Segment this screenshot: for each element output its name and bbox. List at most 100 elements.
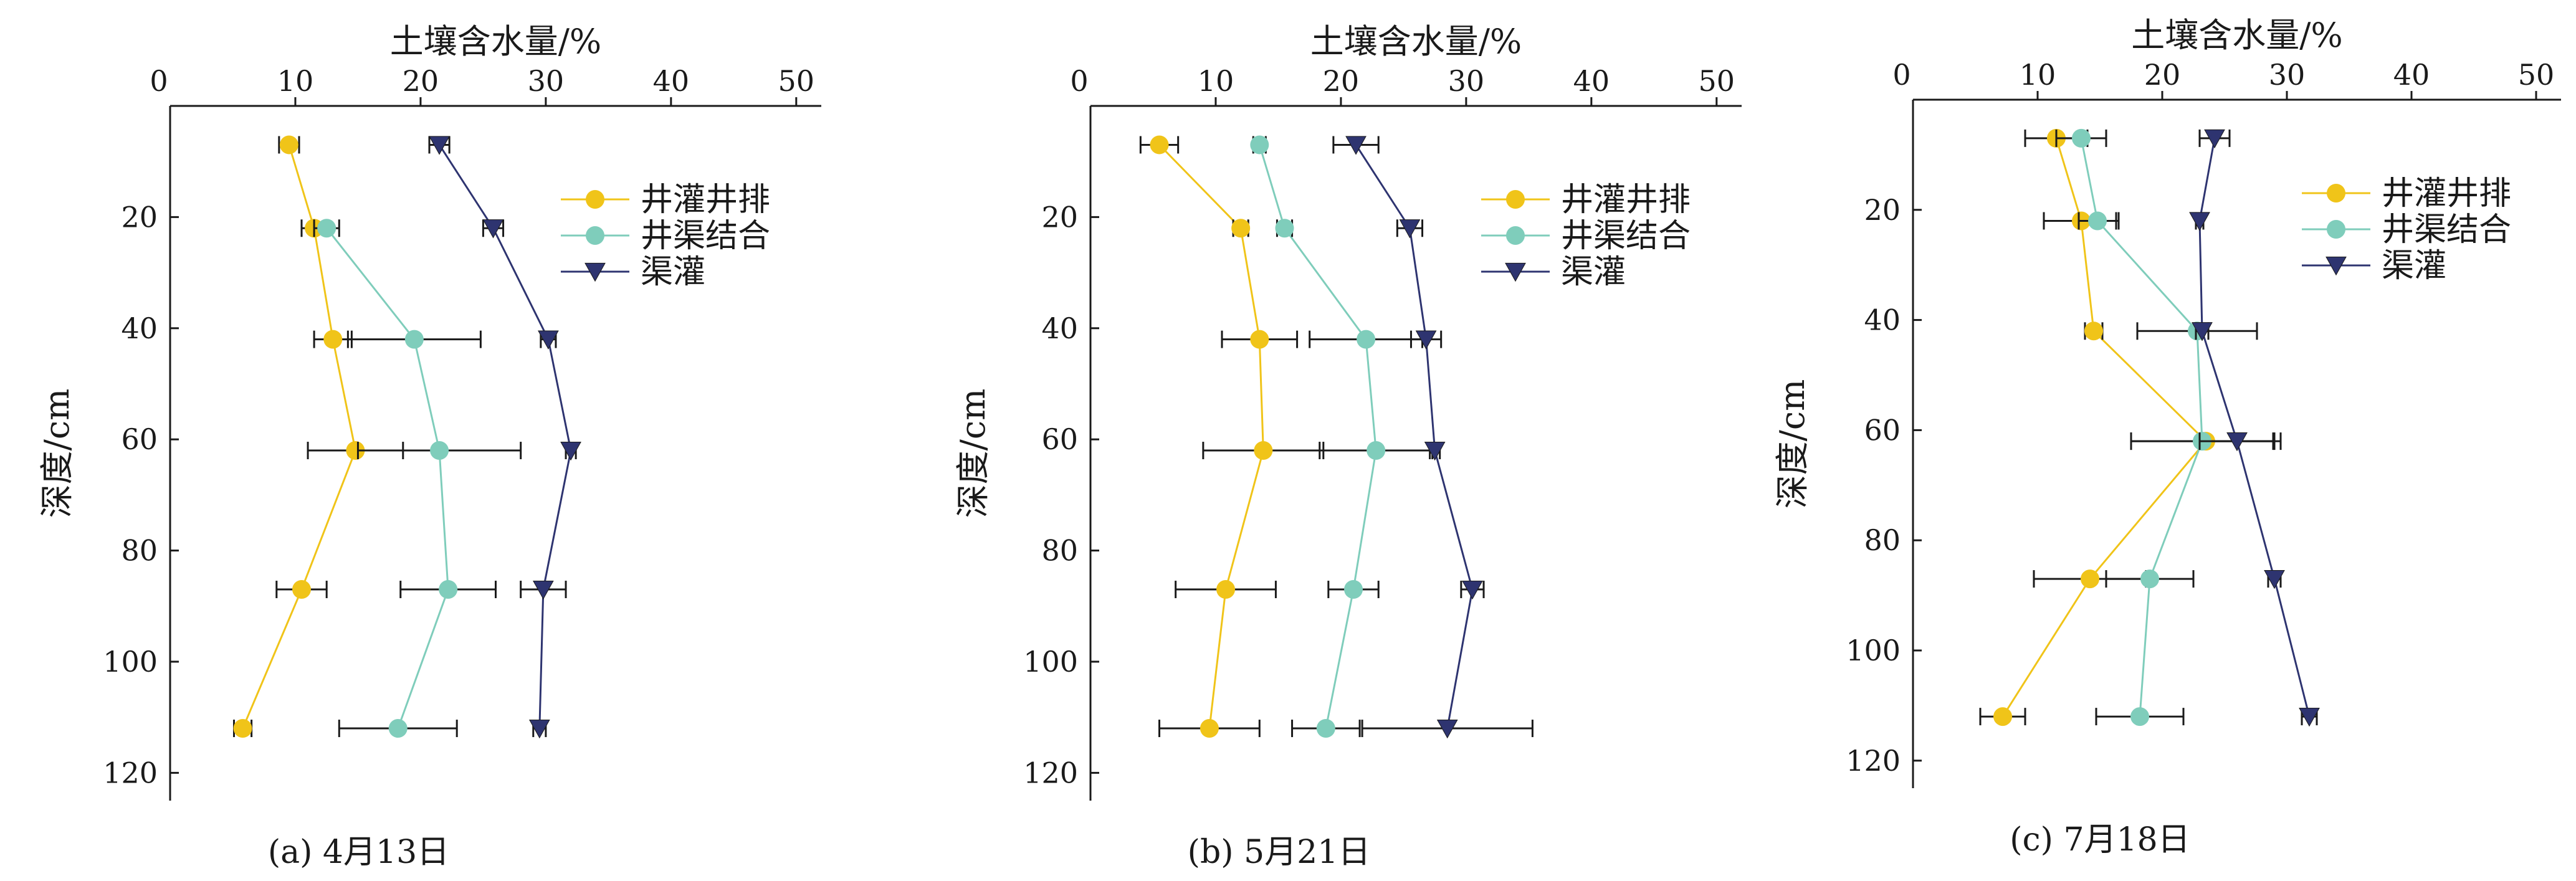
- x-tick-label: 0: [1070, 64, 1088, 98]
- y-tick-label: 100: [1023, 645, 1078, 679]
- data-point: [1345, 136, 1367, 155]
- legend-marker: [1505, 262, 1526, 282]
- x-tick-label: 20: [403, 64, 439, 98]
- legend-marker: [2326, 256, 2347, 276]
- x-tick-label: 50: [778, 64, 815, 98]
- x-tick-label: 40: [653, 64, 690, 98]
- data-point: [317, 219, 336, 238]
- data-point: [528, 719, 550, 739]
- data-point: [1367, 441, 1386, 460]
- x-tick-label: 20: [2144, 58, 2181, 92]
- legend-marker: [2327, 184, 2345, 202]
- y-tick-label: 40: [1864, 303, 1901, 337]
- legend-marker: [1506, 226, 1525, 245]
- data-point: [429, 136, 450, 155]
- series-line: [2198, 138, 2311, 717]
- data-point: [1150, 135, 1169, 155]
- legend-label: 渠灌: [641, 254, 705, 291]
- data-point: [1250, 330, 1269, 349]
- series-1: [2055, 128, 2274, 726]
- y-tick-label: 80: [121, 534, 158, 568]
- series-2: [2189, 129, 2320, 727]
- y-tick-label: 20: [121, 200, 158, 234]
- y-tick-label: 40: [1041, 312, 1078, 345]
- y-tick-label: 60: [121, 422, 158, 456]
- x-tick-label: 30: [2269, 58, 2306, 92]
- x-tick-label: 40: [2393, 58, 2430, 92]
- data-point: [2264, 569, 2285, 589]
- panel-b: 0 10 20 30 40 50 20 40 60 80 100 120 土壤含水量/% 深度/cm (b)…: [953, 22, 1742, 871]
- y-tick-label: 20: [1041, 200, 1078, 234]
- y-axis-title: 深度/cm: [1773, 379, 1812, 509]
- data-point: [1254, 441, 1273, 460]
- x-tick-label: 20: [1323, 64, 1360, 98]
- data-point: [2130, 707, 2149, 726]
- data-point: [1357, 330, 1376, 349]
- data-point: [2226, 432, 2248, 452]
- legend-label: 渠灌: [2382, 247, 2446, 285]
- panel-a: 0 10 20 30 40 50 20 40 60 80 100 120 土壤含水量/% 深度/cm (a)…: [37, 22, 821, 871]
- x-tick-label: 40: [1573, 64, 1610, 98]
- data-point: [1415, 330, 1437, 350]
- series-0: [1139, 135, 1325, 738]
- legend-marker: [584, 262, 606, 282]
- series-line: [2001, 138, 2208, 717]
- legend-label: 井渠结合: [2382, 211, 2511, 249]
- x-axis-title: 土壤含水量/%: [390, 22, 602, 61]
- y-tick-label: 60: [1041, 422, 1078, 456]
- data-point: [1275, 219, 1294, 238]
- data-point: [1231, 219, 1251, 238]
- data-point: [430, 441, 449, 460]
- x-tick-label: 10: [1198, 64, 1234, 98]
- series-2: [1332, 136, 1534, 739]
- x-axis-title: 土壤含水量/%: [2131, 16, 2343, 55]
- x-tick-label: 0: [150, 64, 168, 98]
- data-point: [560, 441, 581, 461]
- data-point: [404, 330, 424, 349]
- data-point: [2140, 569, 2159, 589]
- legend-label: 井灌井排: [1561, 181, 1691, 219]
- data-point: [2192, 322, 2213, 341]
- y-axis-title: 深度/cm: [953, 389, 993, 518]
- legend-label: 井灌井排: [2382, 175, 2511, 212]
- series-line: [242, 145, 356, 729]
- x-tick-label: 10: [277, 64, 314, 98]
- series-line: [438, 144, 572, 729]
- panel-caption: (c) 7月18日: [2010, 821, 2190, 859]
- data-point: [538, 330, 559, 350]
- y-tick-label: 120: [103, 756, 158, 789]
- y-tick-label: 120: [1023, 756, 1078, 789]
- legend-marker: [1506, 190, 1525, 209]
- data-point: [1200, 719, 1219, 738]
- series-0: [232, 135, 404, 738]
- data-point: [2299, 707, 2320, 727]
- y-tick-label: 20: [1864, 193, 1901, 227]
- data-point: [346, 441, 365, 460]
- series-0: [1979, 128, 2282, 726]
- data-point: [1399, 219, 1421, 239]
- y-tick-label: 100: [103, 645, 158, 679]
- legend-marker: [2327, 220, 2345, 239]
- legend-marker: [586, 226, 604, 245]
- y-axis-title: 深度/cm: [37, 389, 77, 518]
- x-tick-label: 30: [1448, 64, 1485, 98]
- data-point: [439, 580, 458, 599]
- data-point: [2072, 128, 2091, 148]
- x-tick-label: 50: [2518, 58, 2555, 92]
- data-point: [1993, 707, 2012, 726]
- data-point: [2204, 129, 2225, 149]
- data-point: [1316, 719, 1335, 738]
- data-point: [388, 719, 408, 738]
- x-tick-label: 50: [1699, 64, 1735, 98]
- data-point: [1424, 441, 1446, 461]
- data-point: [533, 580, 554, 600]
- series-line: [1158, 144, 1264, 729]
- y-tick-label: 120: [1846, 744, 1901, 778]
- data-point: [482, 219, 504, 239]
- legend-label: 井灌井排: [641, 181, 770, 219]
- y-tick-label: 60: [1864, 413, 1901, 447]
- panel-caption: (a) 4月13日: [268, 834, 449, 871]
